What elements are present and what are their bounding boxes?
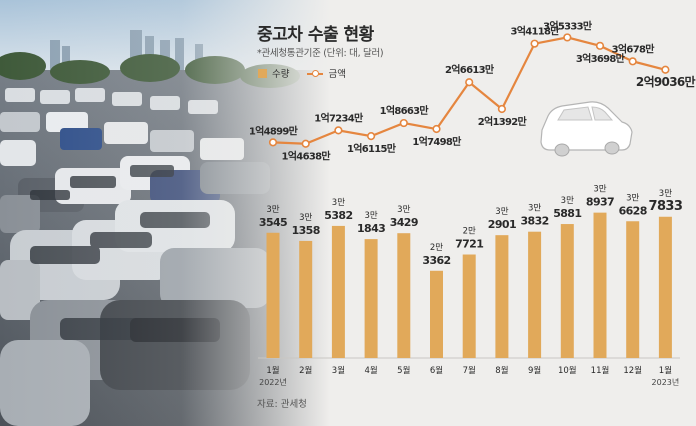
line-point-3 (334, 126, 343, 135)
line-label: 1억4899만 (249, 124, 299, 137)
line-point-9 (530, 39, 539, 48)
x-tick-label: 1월 (659, 365, 672, 376)
line-label: 1억7234만 (314, 111, 364, 124)
bar-3 (331, 225, 345, 358)
bar-label-value: 3362 (422, 254, 450, 267)
line-label: 3억3698만 (576, 52, 626, 65)
bar-label-unit: 3만 (659, 189, 672, 199)
unit-note: *관세청통관기준 (단위: 대, 달러) (257, 48, 384, 59)
line-point-2 (301, 139, 310, 148)
bar-6 (430, 270, 443, 358)
x-tick-label: 8월 (495, 365, 508, 376)
line-point-6 (432, 124, 441, 134)
line-label: 1억7498만 (412, 135, 462, 148)
line-label: 1억6115만 (347, 142, 397, 155)
bar-label-value: 5382 (324, 209, 352, 222)
bar-9 (528, 231, 542, 358)
bar-label-value: 8937 (586, 196, 614, 209)
line-label: 2억1392만 (478, 115, 528, 128)
bar-label-value: 3429 (390, 216, 418, 229)
bar-label-value: 2901 (488, 218, 516, 231)
bar-label-value: 7833 (649, 199, 683, 214)
bar-label-unit: 3만 (528, 204, 541, 214)
line-label: 3억5333만 (543, 19, 593, 32)
x-tick-label: 6월 (430, 365, 443, 376)
bar-7 (462, 254, 476, 358)
bar-12 (626, 221, 640, 358)
line-point-12 (628, 57, 637, 66)
x-tick-label: 12월 (623, 365, 642, 376)
x-tick-label: 7월 (463, 365, 476, 376)
line-point-10 (563, 33, 572, 42)
bar-label-unit: 3만 (266, 205, 279, 215)
x-tick-label: 9월 (528, 365, 541, 376)
legend-line-swatch (307, 69, 324, 78)
legend-line-label: 금액 (328, 69, 346, 80)
bar-label-unit: 3만 (299, 213, 312, 223)
line-point-13 (661, 65, 670, 74)
line-point-11 (595, 41, 605, 50)
bar-label-unit: 3만 (561, 196, 574, 206)
bar-label-unit: 2만 (430, 243, 443, 253)
x-tick-label: 2월 (299, 365, 312, 376)
line-label: 2억9036만 (636, 74, 696, 89)
x-tick-label: 5월 (397, 365, 410, 376)
source-note: 자료: 관세청 (257, 399, 307, 410)
chart-title: 중고차 수출 현황 (257, 25, 374, 45)
bar-label-value: 1358 (292, 224, 320, 237)
bar-10 (560, 224, 574, 358)
line-point-7 (465, 78, 474, 87)
bar-label-unit: 3만 (364, 211, 377, 221)
legend-bar-label: 수량 (272, 69, 290, 80)
legend-bar-swatch (258, 68, 267, 78)
bar-5 (397, 233, 411, 358)
bar-label-unit: 3만 (397, 205, 410, 215)
x-tick-label: 3월 (332, 365, 345, 376)
line-point-8 (497, 104, 507, 114)
bar-11 (593, 212, 607, 358)
bar-13 (658, 216, 672, 358)
car-illustration (540, 101, 633, 157)
bar-label-unit: 3만 (495, 207, 508, 217)
line-label: 1억8663만 (380, 104, 430, 117)
bar-label-value: 3545 (259, 216, 287, 229)
line-label: 3억678만 (612, 42, 656, 55)
bar-label-unit: 3만 (626, 193, 639, 203)
x-tick-label: 10월 (558, 365, 577, 376)
bar-label-unit: 3만 (332, 198, 345, 208)
bar-label-value: 5881 (553, 207, 581, 220)
bar-label-value: 1843 (357, 222, 385, 235)
bar-label-value: 7721 (455, 238, 483, 251)
line-point-4 (367, 132, 376, 141)
bar-8 (495, 235, 509, 358)
bar-label-value: 6628 (619, 204, 647, 217)
legend: 수량 금액 (258, 66, 346, 80)
bar-label-value: 3832 (520, 215, 548, 228)
line-label: 1억4638만 (282, 150, 332, 163)
x-tick-label: 4월 (364, 365, 377, 376)
x-tick-label: 1월 (266, 365, 279, 376)
bar-label-unit: 3만 (593, 185, 606, 195)
line-label: 3억4118만 (510, 25, 560, 38)
year-label: 2022년 (259, 377, 287, 387)
bar-label-unit: 2만 (463, 227, 476, 237)
line-point-5 (399, 118, 408, 128)
bar-4 (364, 239, 378, 358)
bar-1 (266, 232, 280, 358)
line-label: 2억6613만 (445, 63, 495, 76)
line-point-1 (268, 138, 278, 147)
x-tick-label: 11월 (591, 365, 610, 376)
year-label: 2023년 (652, 377, 680, 387)
bar-2 (299, 240, 313, 358)
